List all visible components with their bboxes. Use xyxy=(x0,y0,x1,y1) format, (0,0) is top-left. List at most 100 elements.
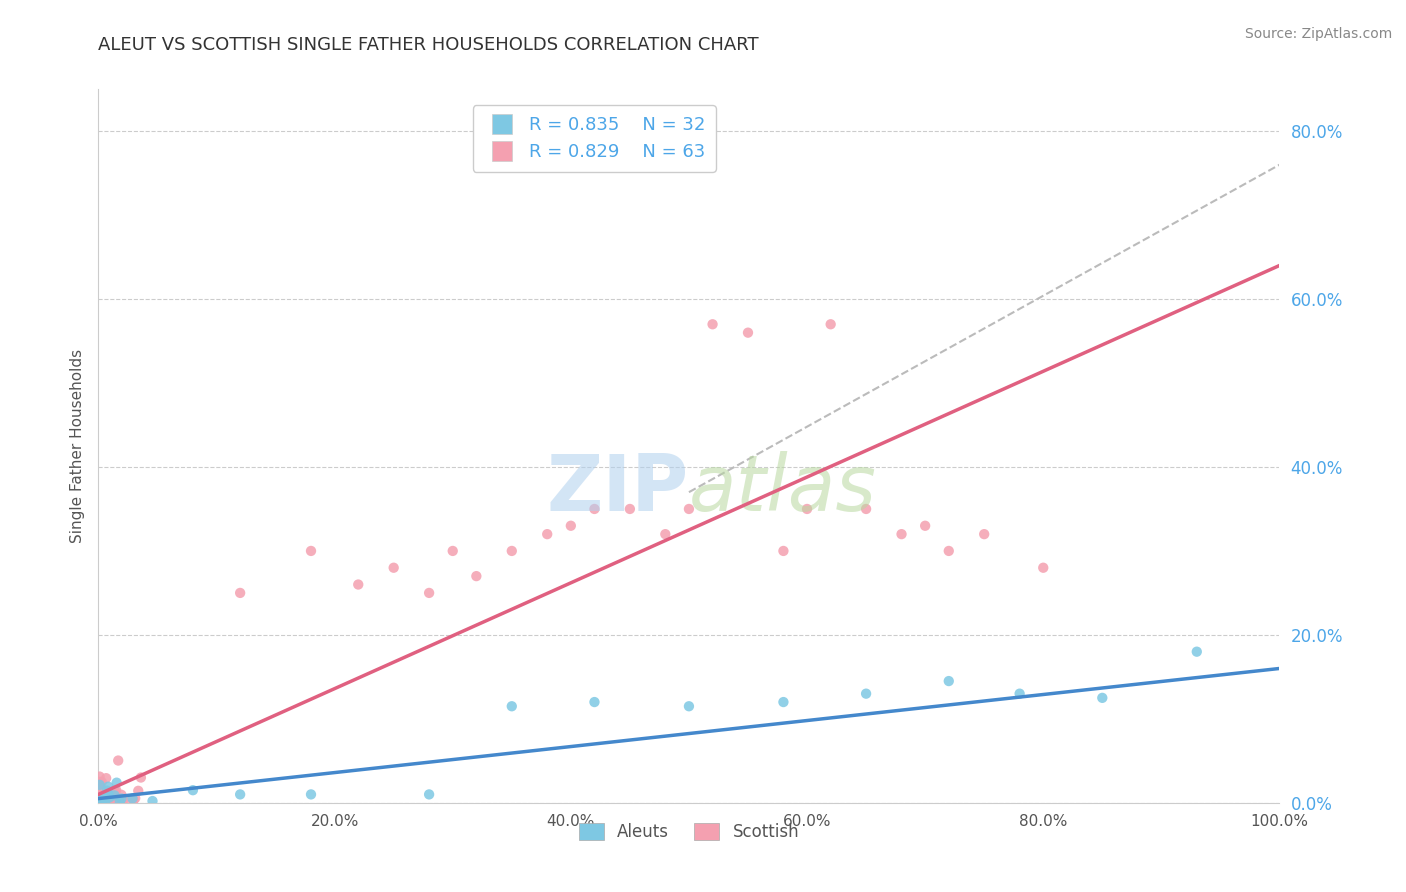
Point xyxy=(583,502,606,516)
Point xyxy=(100,791,122,805)
Text: ZIP: ZIP xyxy=(547,450,689,527)
Point xyxy=(89,789,111,803)
Point xyxy=(89,780,111,795)
Point xyxy=(141,794,163,808)
Point xyxy=(108,792,131,806)
Point xyxy=(105,793,128,807)
Point xyxy=(110,791,132,805)
Point xyxy=(890,527,912,541)
Point xyxy=(94,771,117,785)
Point xyxy=(93,794,115,808)
Point xyxy=(229,586,252,600)
Point xyxy=(97,780,120,794)
Y-axis label: Single Father Households: Single Father Households xyxy=(69,349,84,543)
Text: ALEUT VS SCOTTISH SINGLE FATHER HOUSEHOLDS CORRELATION CHART: ALEUT VS SCOTTISH SINGLE FATHER HOUSEHOL… xyxy=(98,36,759,54)
Point xyxy=(90,793,112,807)
Point xyxy=(299,788,322,802)
Point xyxy=(129,771,152,785)
Point xyxy=(347,577,370,591)
Point xyxy=(108,795,131,809)
Point xyxy=(107,754,129,768)
Point xyxy=(121,791,143,805)
Point xyxy=(90,792,112,806)
Point xyxy=(91,790,114,805)
Point xyxy=(737,326,759,340)
Point xyxy=(98,794,121,808)
Point xyxy=(796,502,818,516)
Point xyxy=(96,795,118,809)
Legend: Aleuts, Scottish: Aleuts, Scottish xyxy=(572,816,806,848)
Point xyxy=(678,502,700,516)
Point xyxy=(91,788,114,802)
Point xyxy=(619,502,641,516)
Point xyxy=(104,783,127,797)
Point xyxy=(103,787,125,801)
Point xyxy=(89,791,111,805)
Point xyxy=(110,788,132,802)
Point xyxy=(1032,560,1054,574)
Point xyxy=(89,775,111,789)
Point xyxy=(98,790,121,805)
Point xyxy=(111,794,134,808)
Point xyxy=(91,795,114,809)
Point xyxy=(973,527,995,541)
Point xyxy=(127,784,149,798)
Point xyxy=(97,787,120,801)
Point xyxy=(678,699,700,714)
Point xyxy=(820,318,842,332)
Point xyxy=(1008,687,1031,701)
Point xyxy=(382,560,405,574)
Point xyxy=(89,784,111,798)
Point xyxy=(96,783,118,797)
Point xyxy=(124,791,146,805)
Point xyxy=(938,544,960,558)
Point xyxy=(1185,645,1208,659)
Point xyxy=(96,789,118,804)
Point xyxy=(90,793,112,807)
Point xyxy=(560,518,582,533)
Point xyxy=(117,795,139,809)
Point xyxy=(418,586,440,600)
Point xyxy=(914,518,936,533)
Point xyxy=(98,789,121,804)
Point xyxy=(89,777,111,791)
Point xyxy=(501,699,523,714)
Point xyxy=(122,793,145,807)
Point xyxy=(94,794,117,808)
Point xyxy=(772,695,794,709)
Point xyxy=(93,794,115,808)
Point xyxy=(1091,690,1114,705)
Point xyxy=(441,544,464,558)
Text: atlas: atlas xyxy=(689,450,877,527)
Point xyxy=(89,778,111,792)
Point xyxy=(105,775,128,789)
Point xyxy=(702,318,724,332)
Point xyxy=(100,789,122,803)
Point xyxy=(855,502,877,516)
Point xyxy=(938,674,960,689)
Point xyxy=(89,790,111,805)
Point xyxy=(229,788,252,802)
Point xyxy=(583,695,606,709)
Point xyxy=(103,789,125,803)
Point xyxy=(89,795,111,809)
Point xyxy=(105,783,128,797)
Point xyxy=(465,569,488,583)
Point xyxy=(418,788,440,802)
Point xyxy=(536,527,558,541)
Text: Source: ZipAtlas.com: Source: ZipAtlas.com xyxy=(1244,27,1392,41)
Point xyxy=(93,784,115,798)
Point xyxy=(299,544,322,558)
Point xyxy=(91,792,114,806)
Point xyxy=(855,687,877,701)
Point xyxy=(90,775,112,789)
Point xyxy=(90,787,112,801)
Point xyxy=(181,783,204,797)
Point xyxy=(89,793,111,807)
Point xyxy=(654,527,676,541)
Point xyxy=(772,544,794,558)
Point xyxy=(501,544,523,558)
Point xyxy=(101,795,124,809)
Point xyxy=(94,793,117,807)
Point xyxy=(89,770,111,784)
